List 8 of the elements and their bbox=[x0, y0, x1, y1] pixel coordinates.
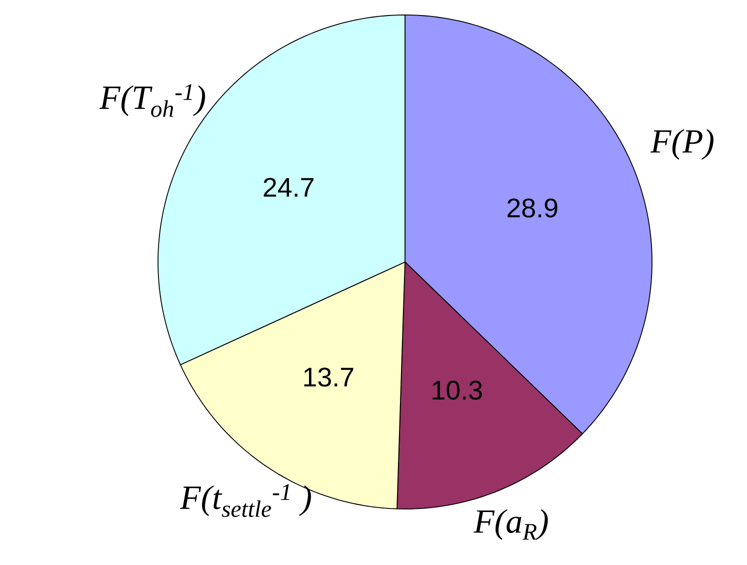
slice-label: F(a$_{R}$) bbox=[473, 509, 548, 540]
data-label: 13.7 bbox=[304, 368, 354, 387]
data-label: 10.3 bbox=[432, 380, 482, 400]
data-label: 28.9 bbox=[508, 198, 558, 218]
slice-label: F(T$_{oh}$$^{-1}$) bbox=[99, 84, 206, 117]
data-label: 24.7 bbox=[264, 178, 314, 197]
slice-label: F(t$_{settle}$$^{-1}$ ) bbox=[180, 484, 311, 518]
slice-label: F(P) bbox=[650, 129, 714, 160]
